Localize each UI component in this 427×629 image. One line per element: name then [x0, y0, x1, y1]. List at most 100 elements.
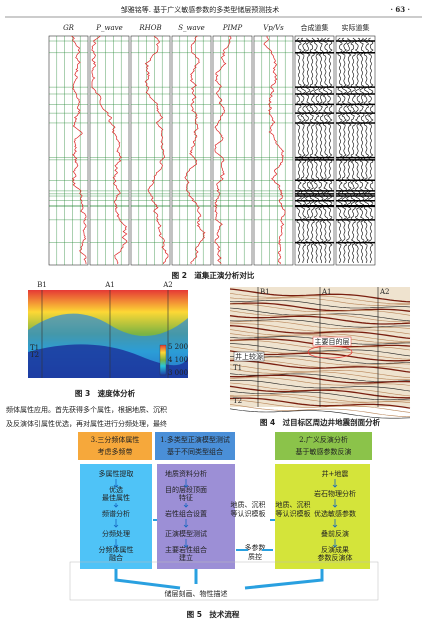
log-curve	[263, 35, 286, 265]
log-curve	[184, 35, 206, 265]
side-note: 等认识模板	[231, 509, 266, 518]
velocity-layer	[28, 344, 189, 378]
output-box	[69, 561, 379, 601]
track-frame	[294, 35, 335, 266]
side-note: 地质、沉积	[276, 500, 311, 509]
process-step: 多属性提取	[99, 469, 134, 478]
process-step: 主要岩性组合	[165, 545, 207, 554]
horizon-label: T1	[233, 364, 242, 372]
running-title: 邹雅铭等. 基于广义敏感参数的多类型储层预测技术	[121, 5, 279, 14]
stage-subtitle: 基于敏感参数反演	[296, 447, 352, 456]
stage-title: 2.广义反演分析	[299, 435, 348, 444]
caption: 图 4 过目标区周边井地震剖面分析	[260, 417, 381, 427]
flow-arrow	[113, 479, 119, 488]
seismic-trace	[363, 37, 370, 264]
stage-body	[157, 464, 235, 569]
stage-header	[78, 432, 152, 460]
seismic-trace	[300, 37, 307, 264]
annotation-box	[312, 336, 352, 347]
caption: 图 2 道集正演分析对比	[172, 270, 255, 280]
annotation: 主要目的层	[315, 337, 350, 346]
caption: 图 5 技术流程	[187, 609, 240, 619]
process-step: 岩性组合设置	[165, 509, 207, 518]
colorbar-label: 4 100	[168, 356, 188, 364]
reflector	[229, 404, 411, 417]
process-step: 叠前反演	[321, 529, 349, 538]
seismic-trace	[322, 37, 329, 264]
flow-arrow	[332, 519, 338, 528]
stage-header	[275, 432, 372, 460]
process-step: 反演成果	[321, 545, 349, 554]
track-frame	[253, 35, 294, 266]
seismic-trace	[359, 37, 365, 264]
track-frame	[48, 35, 89, 266]
stage-title: 3.三分频体属性	[91, 435, 140, 444]
track-label: Vp/Vs	[263, 24, 284, 32]
process-step: 频谱分析	[102, 509, 130, 518]
process-step: 参数反演体	[318, 553, 353, 562]
flow-arrow	[332, 479, 338, 488]
flow-arrow	[183, 519, 189, 528]
body-text: 频体属性应用。首先获得多个属性，根据地质、沉积	[6, 405, 167, 414]
well-label: A1	[321, 288, 332, 296]
seismic-trace	[337, 37, 343, 264]
process-step: 分频处理	[102, 529, 130, 538]
colorbar	[159, 344, 167, 376]
log-curve	[91, 35, 128, 265]
side-note: 地质、沉积	[231, 500, 266, 509]
process-step: 分频体属性	[99, 545, 134, 554]
qc-label: 质控	[248, 552, 262, 561]
horizon-label: T2	[30, 351, 39, 359]
seismic-trace	[296, 37, 302, 264]
track-label: 合成道集	[301, 23, 329, 32]
track-frame	[171, 35, 212, 266]
track-label: RHOB	[138, 24, 161, 32]
track-label: 实际道集	[342, 23, 370, 32]
horizon-label: T2	[233, 397, 242, 405]
stage-body	[275, 464, 370, 569]
horizon-label: T1	[30, 344, 39, 352]
flow-arrow	[332, 499, 338, 508]
seismic-trace	[327, 37, 333, 264]
process-step: 岩石物理分析	[314, 489, 356, 498]
track-frame	[212, 35, 253, 266]
track-label: P_wave	[95, 24, 122, 32]
caption: 图 3 速度体分析	[75, 388, 136, 398]
process-step: 优选敏感参数	[314, 509, 356, 518]
process-step: 地质资料分析	[165, 469, 207, 478]
side-note: 等认识模板	[276, 509, 311, 518]
seismic-trace	[368, 37, 374, 264]
body-text: 及反演体引属性优选，再对属性进行分频处理，最终	[6, 419, 167, 428]
track-frame	[130, 35, 171, 266]
stage-subtitle: 考虑多频带	[98, 447, 133, 456]
page-number: · 63 ·	[391, 5, 411, 14]
process-step: 井+地震	[322, 469, 349, 478]
process-step: 最佳属性	[102, 493, 130, 502]
stage-subtitle: 基于不同类型组合	[167, 447, 223, 456]
stage-header	[155, 432, 235, 460]
flow-arrow	[114, 569, 181, 590]
track-label: S_wave	[178, 24, 205, 32]
log-curve	[214, 35, 232, 265]
figure-2: GR P_wave RHOB S_wave PIMP Vp/Vs 合成道集 实际道集	[48, 23, 376, 266]
stage-title: 1.多类型正演模型测试	[160, 435, 230, 444]
track-label: PIMP	[222, 24, 243, 32]
seismic-trace	[318, 37, 324, 264]
process-step: 正演模型测试	[165, 529, 207, 538]
seismic-trace	[346, 37, 352, 264]
qc-label: 多参数	[245, 543, 266, 552]
process-step: 优选	[109, 485, 123, 494]
flow-arrow	[244, 569, 324, 590]
output: 储层刻画、物性描述	[165, 589, 228, 598]
flow-arrow	[332, 539, 338, 548]
process-step: 建立	[179, 553, 193, 562]
process-step: 特征	[179, 493, 193, 502]
flow-arrow	[113, 539, 119, 548]
seismic-trace	[341, 37, 348, 264]
flow-arrow	[183, 503, 189, 508]
reflector	[229, 408, 411, 419]
well-label: B1	[260, 288, 270, 296]
